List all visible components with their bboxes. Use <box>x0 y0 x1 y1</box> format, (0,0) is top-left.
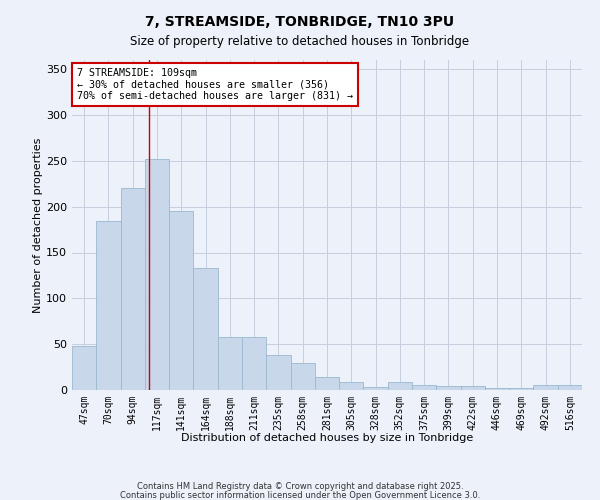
Bar <box>533 384 558 390</box>
Bar <box>193 268 218 390</box>
Bar <box>412 386 436 390</box>
Bar <box>461 386 485 390</box>
Bar <box>558 386 582 390</box>
Bar <box>388 382 412 390</box>
Bar <box>266 355 290 390</box>
Bar <box>290 362 315 390</box>
Bar <box>242 337 266 390</box>
Bar <box>364 387 388 390</box>
Bar <box>339 382 364 390</box>
Bar <box>218 337 242 390</box>
Bar <box>436 386 461 390</box>
Text: 7 STREAMSIDE: 109sqm
← 30% of detached houses are smaller (356)
70% of semi-deta: 7 STREAMSIDE: 109sqm ← 30% of detached h… <box>77 68 353 102</box>
Text: Contains public sector information licensed under the Open Government Licence 3.: Contains public sector information licen… <box>120 490 480 500</box>
Bar <box>509 388 533 390</box>
Bar <box>121 188 145 390</box>
Text: Size of property relative to detached houses in Tonbridge: Size of property relative to detached ho… <box>130 35 470 48</box>
Y-axis label: Number of detached properties: Number of detached properties <box>33 138 43 312</box>
Bar <box>315 377 339 390</box>
Bar <box>72 346 96 390</box>
Bar <box>485 388 509 390</box>
Bar <box>145 159 169 390</box>
Text: 7, STREAMSIDE, TONBRIDGE, TN10 3PU: 7, STREAMSIDE, TONBRIDGE, TN10 3PU <box>145 15 455 29</box>
X-axis label: Distribution of detached houses by size in Tonbridge: Distribution of detached houses by size … <box>181 433 473 443</box>
Text: Contains HM Land Registry data © Crown copyright and database right 2025.: Contains HM Land Registry data © Crown c… <box>137 482 463 491</box>
Bar <box>169 211 193 390</box>
Bar <box>96 222 121 390</box>
